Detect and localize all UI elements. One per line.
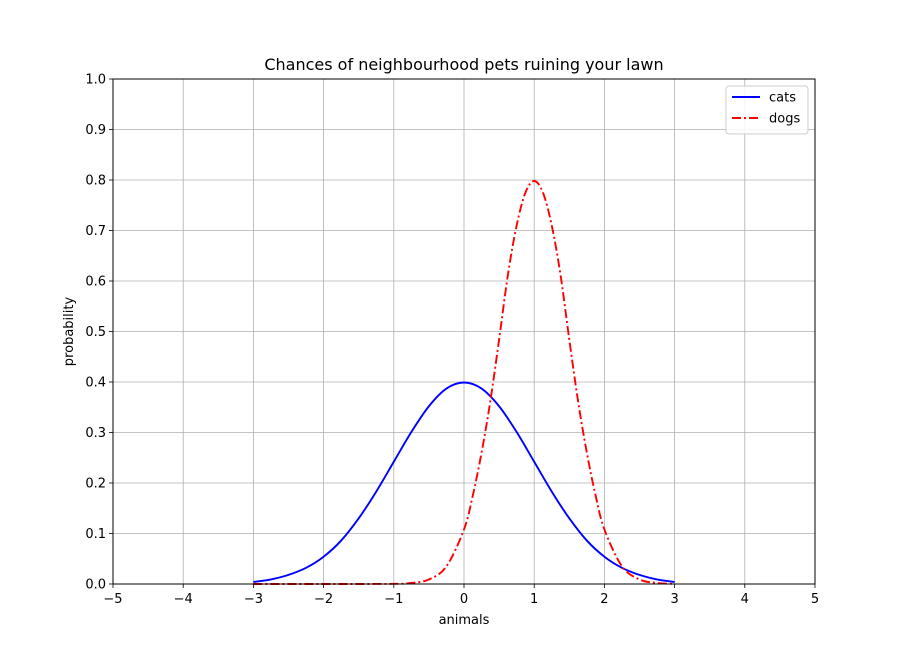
legend-label-dogs: dogs xyxy=(769,112,800,127)
x-tick-label: 2 xyxy=(600,592,608,607)
chart-title: Chances of neighbourhood pets ruining yo… xyxy=(264,55,663,74)
y-tick-label: 0.2 xyxy=(85,477,106,492)
x-tick-label: 1 xyxy=(530,592,538,607)
y-tick-label: 0.0 xyxy=(85,578,106,593)
y-tick-label: 0.9 xyxy=(85,123,106,138)
x-tick-label: −1 xyxy=(384,592,403,607)
y-tick-label: 0.3 xyxy=(85,426,106,441)
y-tick-label: 1.0 xyxy=(85,73,106,88)
series-line-cats xyxy=(253,381,675,583)
y-tick-label: 0.7 xyxy=(85,224,106,239)
axis-ticks: −5 −4 −3 −2 −1 0 1 2 3 4 5 0.0 0.1 0.2 0.3 0.4 0.5 0.6 0.7… xyxy=(85,73,819,608)
x-tick-label: 0 xyxy=(460,592,468,607)
series-group xyxy=(253,180,675,585)
y-tick-label: 0.8 xyxy=(85,174,106,189)
x-tick-label: 4 xyxy=(741,592,749,607)
legend: cats dogs xyxy=(725,85,809,135)
x-tick-label: −3 xyxy=(244,592,263,607)
x-tick-label: −2 xyxy=(314,592,333,607)
y-tick-label: 0.4 xyxy=(85,376,106,391)
x-tick-label: −5 xyxy=(103,592,122,607)
y-axis-label: probability xyxy=(62,297,77,367)
y-tick-label: 0.5 xyxy=(85,325,106,340)
legend-label-cats: cats xyxy=(769,91,796,106)
x-axis-label: animals xyxy=(439,613,490,628)
legend-box xyxy=(725,85,809,135)
y-tick-label: 0.1 xyxy=(85,527,106,542)
y-tick-label: 0.6 xyxy=(85,275,106,290)
x-tick-label: 5 xyxy=(811,592,819,607)
x-tick-label: −4 xyxy=(174,592,193,607)
x-tick-label: 3 xyxy=(670,592,678,607)
series-line-dogs xyxy=(253,180,675,585)
